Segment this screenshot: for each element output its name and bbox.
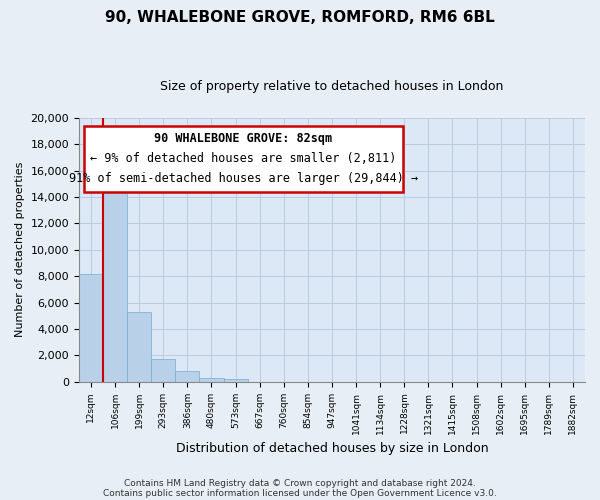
Text: 91% of semi-detached houses are larger (29,844) →: 91% of semi-detached houses are larger (… <box>69 172 418 185</box>
Text: ← 9% of detached houses are smaller (2,811): ← 9% of detached houses are smaller (2,8… <box>90 152 397 165</box>
Text: 90 WHALEBONE GROVE: 82sqm: 90 WHALEBONE GROVE: 82sqm <box>154 132 332 145</box>
Text: 90, WHALEBONE GROVE, ROMFORD, RM6 6BL: 90, WHALEBONE GROVE, ROMFORD, RM6 6BL <box>105 10 495 25</box>
Y-axis label: Number of detached properties: Number of detached properties <box>15 162 25 338</box>
Bar <box>175 372 199 382</box>
X-axis label: Distribution of detached houses by size in London: Distribution of detached houses by size … <box>176 442 488 455</box>
Text: Contains HM Land Registry data © Crown copyright and database right 2024.: Contains HM Land Registry data © Crown c… <box>124 478 476 488</box>
Bar <box>79 274 103 382</box>
Bar <box>103 164 127 382</box>
Bar <box>224 379 248 382</box>
Bar <box>127 312 151 382</box>
FancyBboxPatch shape <box>84 126 403 192</box>
Bar <box>151 358 175 382</box>
Bar <box>199 378 224 382</box>
Title: Size of property relative to detached houses in London: Size of property relative to detached ho… <box>160 80 503 93</box>
Text: Contains public sector information licensed under the Open Government Licence v3: Contains public sector information licen… <box>103 488 497 498</box>
